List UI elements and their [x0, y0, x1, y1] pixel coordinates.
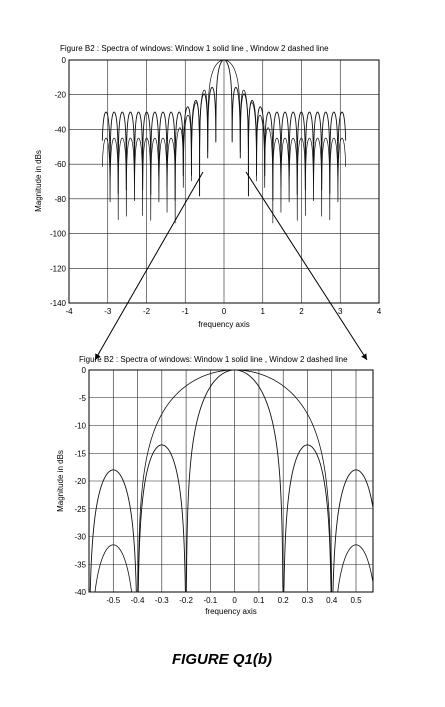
- x-tick-label: 2: [299, 307, 304, 316]
- x-tick-label: -0.3: [155, 596, 169, 605]
- y-tick-label: -20: [74, 477, 86, 486]
- chart-top-title: Figure B2 : Spectra of windows: Window 1…: [60, 44, 329, 53]
- y-tick-label: -15: [74, 449, 86, 458]
- chart-bottom-grid: [89, 370, 373, 592]
- y-tick-label: -40: [54, 125, 66, 134]
- chart-bottom-title: Figure B2 : Spectra of windows: Window 1…: [79, 355, 348, 364]
- y-tick-label: 0: [62, 56, 67, 65]
- chart-bottom: Figure B2 : Spectra of windows: Window 1…: [56, 355, 374, 616]
- chart-bottom-xlabel: frequency axis: [205, 607, 257, 616]
- chart-top-xlabel: frequency axis: [198, 320, 250, 329]
- x-tick-label: 0.2: [278, 596, 290, 605]
- y-tick-label: -140: [50, 299, 67, 308]
- x-tick-label: -0.4: [131, 596, 145, 605]
- y-tick-label: -40: [74, 588, 86, 597]
- x-tick-label: 0: [222, 307, 227, 316]
- y-tick-label: -120: [50, 264, 67, 273]
- x-tick-label: 4: [377, 307, 382, 316]
- x-tick-label: 0.5: [350, 596, 362, 605]
- x-tick-label: 1: [261, 307, 266, 316]
- y-tick-label: -20: [54, 91, 66, 100]
- x-tick-label: 0: [232, 596, 237, 605]
- chart-top: Figure B2 : Spectra of windows: Window 1…: [34, 44, 382, 329]
- x-tick-label: 0.4: [326, 596, 338, 605]
- x-tick-label: 0.1: [253, 596, 265, 605]
- y-tick-label: -25: [74, 505, 86, 514]
- zoom-arrow-left: [94, 171, 204, 361]
- x-tick-label: -1: [182, 307, 190, 316]
- x-tick-label: -2: [143, 307, 151, 316]
- chart-bottom-x-ticks: -0.5 -0.4 -0.3 -0.2 -0.1 0 0.1 0.2 0.3 0.4 0.5: [106, 596, 362, 605]
- y-tick-label: -10: [74, 422, 86, 431]
- x-tick-label: -0.5: [106, 596, 120, 605]
- chart-bottom-ylabel: Magnitude in dBs: [56, 450, 65, 512]
- chart-top-series-dashed: [101, 59, 347, 224]
- y-tick-label: -60: [54, 160, 66, 169]
- chart-bottom-y-ticks: 0 -5 -10 -15 -20 -25 -30 -35 -40: [74, 366, 86, 597]
- chart-top-grid: [69, 60, 379, 303]
- x-tick-label: -0.1: [203, 596, 217, 605]
- figure-caption: FIGURE Q1(b): [172, 651, 272, 668]
- zoom-arrow-right: [245, 171, 368, 361]
- y-tick-label: -100: [50, 230, 67, 239]
- chart-top-y-ticks: 0 -20 -40 -60 -80 -100 -120 -140: [50, 56, 67, 308]
- x-tick-label: 0.3: [302, 596, 314, 605]
- y-tick-label: -35: [74, 560, 86, 569]
- x-tick-label: 3: [338, 307, 343, 316]
- y-tick-label: -5: [79, 394, 87, 403]
- x-tick-label: -3: [104, 307, 112, 316]
- chart-top-ylabel: Magnitude in dBs: [34, 150, 43, 212]
- x-tick-label: -0.2: [179, 596, 193, 605]
- x-tick-label: -4: [65, 307, 73, 316]
- y-tick-label: -80: [54, 195, 66, 204]
- y-tick-label: 0: [82, 366, 87, 375]
- y-tick-label: -30: [74, 533, 86, 542]
- chart-bottom-series-dashed: [89, 369, 374, 593]
- chart-top-x-ticks: -4 -3 -2 -1 0 1 2 3 4: [65, 307, 381, 316]
